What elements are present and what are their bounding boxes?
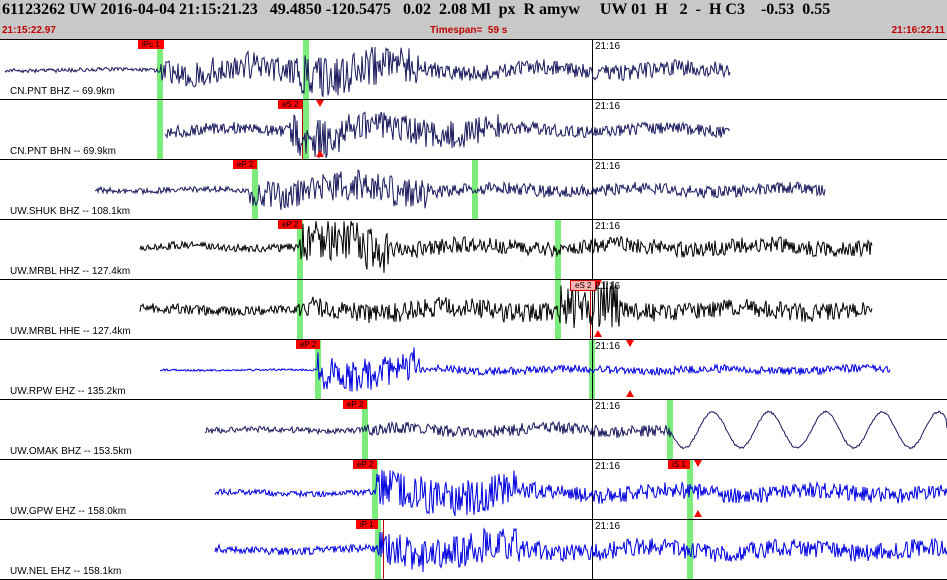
phase-pick-label[interactable]: eS 2 xyxy=(278,100,303,109)
phase-marker-bar[interactable] xyxy=(362,400,368,459)
station-label: UW.OMAK BHZ -- 153.5km xyxy=(10,446,132,457)
phase-pick-label[interactable]: iPc 1 xyxy=(138,40,164,49)
station-label: UW.SHUK BHZ -- 108.1km xyxy=(10,206,131,217)
phase-marker-bar[interactable] xyxy=(687,520,693,579)
phase-pick-label[interactable]: iP 1 xyxy=(356,520,378,529)
time-tick-line xyxy=(592,460,593,519)
phase-pick-label[interactable]: eP 2 xyxy=(233,160,258,169)
time-tick-label: 21:16 xyxy=(595,461,621,472)
trace-panel[interactable]: eP 2 21:16 UW.MRBL HHZ -- 127.4km xyxy=(0,220,947,280)
seismogram-panel[interactable]: iPc 1 21:16 CN.PNT BHZ -- 69.9km eS 2 21:16 C… xyxy=(0,40,947,580)
phase-marker-bar[interactable] xyxy=(297,220,303,279)
phase-marker-bar[interactable] xyxy=(667,400,673,459)
time-tick-line xyxy=(592,340,593,399)
trace-panel[interactable]: eP 2 21:16 UW.SHUK BHZ -- 108.1km xyxy=(0,160,947,220)
event-header: 61123262 UW 2016-04-04 21:15:21.23 49.48… xyxy=(0,0,947,40)
time-tick-label: 21:16 xyxy=(595,521,621,532)
amplitude-marker-icon[interactable] xyxy=(316,150,324,157)
time-tick-label: 21:16 xyxy=(595,41,621,52)
time-tick-label: 21:16 xyxy=(595,101,621,112)
phase-marker-bar[interactable] xyxy=(297,280,303,339)
waveform[interactable] xyxy=(0,40,947,100)
trace-panel[interactable]: eS 2 21:16 UW.MRBL HHE -- 127.4km xyxy=(0,280,947,340)
trace-panel[interactable]: iPc 1 21:16 CN.PNT BHZ -- 69.9km xyxy=(0,40,947,100)
waveform[interactable] xyxy=(0,520,947,580)
phase-marker-bar[interactable] xyxy=(303,100,309,159)
station-label: CN.PNT BHZ -- 69.9km xyxy=(10,86,115,97)
station-label: UW.MRBL HHZ -- 127.4km xyxy=(10,266,131,277)
waveform[interactable] xyxy=(0,340,947,400)
time-tick-label: 21:16 xyxy=(595,341,621,352)
waveform-trace[interactable] xyxy=(214,527,947,573)
end-time: 21:16:22.11 xyxy=(891,25,945,36)
phase-marker-bar[interactable] xyxy=(315,340,321,399)
trace-panel[interactable]: eP 2 iS 1 21:16 UW.GPW EHZ -- 158.0km xyxy=(0,460,947,520)
amplitude-marker-icon[interactable] xyxy=(626,390,634,397)
waveform-trace[interactable] xyxy=(159,347,891,392)
waveform-trace[interactable] xyxy=(214,469,947,517)
waveform[interactable] xyxy=(0,160,947,220)
waveform[interactable] xyxy=(0,400,947,460)
amplitude-marker-icon[interactable] xyxy=(316,100,324,107)
station-label: UW.NEL EHZ -- 158.1km xyxy=(10,566,122,577)
phase-marker-bar[interactable] xyxy=(252,160,258,219)
time-tick-label: 21:16 xyxy=(595,161,621,172)
time-tick-line xyxy=(592,40,593,99)
time-tick-label: 21:16 xyxy=(595,401,621,412)
waveform-trace[interactable] xyxy=(4,46,731,97)
trace-panel[interactable]: eS 2 21:16 CN.PNT BHN -- 69.9km xyxy=(0,100,947,160)
phase-pick-label[interactable]: iS 1 xyxy=(668,460,690,469)
trace-panel[interactable]: eP 2 21:16 UW.OMAK BHZ -- 153.5km xyxy=(0,400,947,460)
timespan-label: Timespan= 59 s xyxy=(430,25,508,36)
amplitude-marker-icon[interactable] xyxy=(594,330,602,337)
waveform-trace[interactable] xyxy=(204,410,947,450)
trace-panel[interactable]: iP 1 21:16 UW.NEL EHZ -- 158.1km xyxy=(0,520,947,580)
phase-marker-bar[interactable] xyxy=(555,280,561,339)
station-label: UW.RPW EHZ -- 135.2km xyxy=(10,386,126,397)
trace-panel[interactable]: eP 2 21:16 UW.RPW EHZ -- 135.2km xyxy=(0,340,947,400)
waveform[interactable] xyxy=(0,460,947,520)
amplitude-marker-icon[interactable] xyxy=(594,280,602,287)
event-summary: 61123262 UW 2016-04-04 21:15:21.23 49.48… xyxy=(2,1,831,18)
waveform-trace[interactable] xyxy=(139,280,873,329)
time-tick-label: 21:16 xyxy=(595,281,621,292)
pick-line[interactable] xyxy=(590,280,591,339)
start-time: 21:15:22.97 xyxy=(2,25,56,36)
phase-pick-label[interactable]: eP 2 xyxy=(343,400,368,409)
amplitude-marker-icon[interactable] xyxy=(694,510,702,517)
station-label: UW.GPW EHZ -- 158.0km xyxy=(10,506,127,517)
waveform[interactable] xyxy=(0,100,947,160)
waveform[interactable] xyxy=(0,220,947,280)
station-label: CN.PNT BHN -- 69.9km xyxy=(10,146,116,157)
phase-pick-label[interactable]: eP 2 xyxy=(296,340,321,349)
phase-marker-bar[interactable] xyxy=(555,220,561,279)
waveform-trace[interactable] xyxy=(94,169,826,211)
phase-marker-bar[interactable] xyxy=(372,460,378,519)
phase-marker-bar[interactable] xyxy=(157,100,163,159)
phase-pick-label[interactable]: eP 2 xyxy=(353,460,378,469)
time-tick-line xyxy=(592,280,593,339)
waveform[interactable] xyxy=(0,280,947,340)
phase-pick-label[interactable]: eP 2 xyxy=(278,220,303,229)
waveform-trace[interactable] xyxy=(164,111,731,159)
amplitude-marker-icon[interactable] xyxy=(694,460,702,467)
time-tick-label: 21:16 xyxy=(595,221,621,232)
waveform-trace[interactable] xyxy=(139,220,873,273)
station-label: UW.MRBL HHE -- 127.4km xyxy=(10,326,131,337)
amplitude-marker-icon[interactable] xyxy=(626,340,634,347)
phase-pick-label[interactable]: eS 2 xyxy=(570,280,597,291)
pick-line[interactable] xyxy=(302,100,303,159)
